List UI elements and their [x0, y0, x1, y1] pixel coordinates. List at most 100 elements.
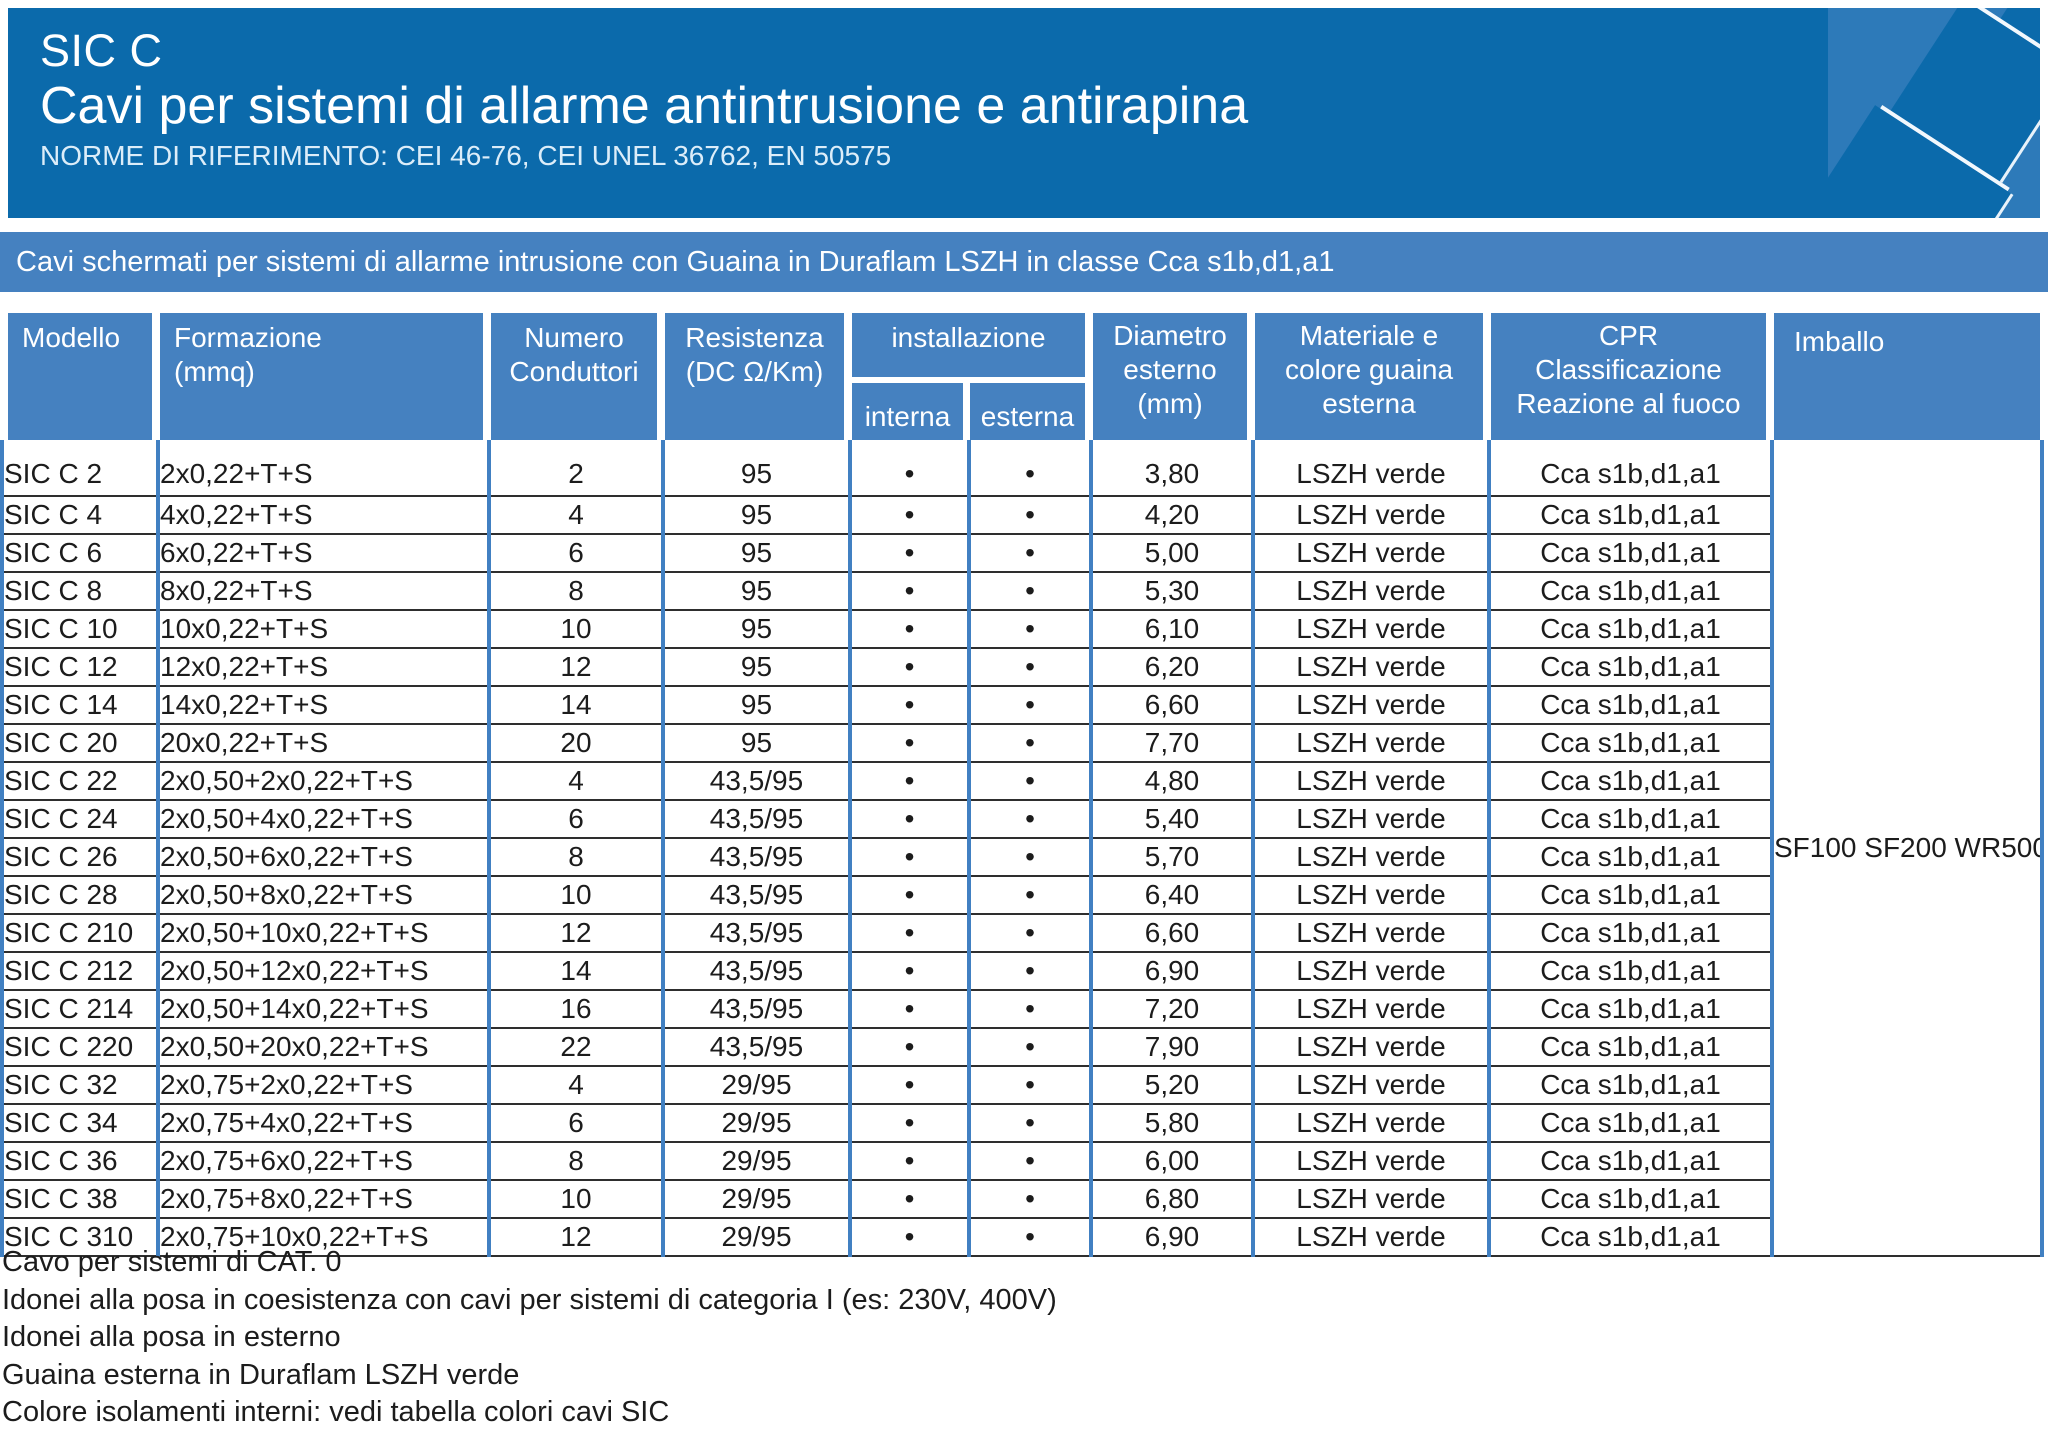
cell-resistance: 95 — [661, 724, 850, 763]
cell-resistance: 43,5/95 — [661, 1028, 850, 1067]
cell-model: SIC C 10 — [0, 610, 158, 649]
cell-cpr: Cca s1b,d1,a1 — [1487, 496, 1772, 535]
footnotes: Cavo per sistemi di CAT. 0 Idonei alla p… — [2, 1244, 2042, 1432]
table-row: SIC C 22 2x0,50+2x0,22+T+S 4 43,5/95 • • 4,80 L… — [0, 762, 2042, 801]
cell-cpr: Cca s1b,d1,a1 — [1487, 1066, 1772, 1105]
hero-banner: SIC C Cavi per sistemi di allarme antint… — [8, 8, 2040, 218]
cell-diameter: 6,40 — [1089, 876, 1253, 915]
table-row: SIC C 214 2x0,50+14x0,22+T+S 16 43,5/95 • • 7,… — [0, 990, 2042, 1029]
cell-sheath: LSZH verde — [1251, 838, 1489, 877]
cell-sheath: LSZH verde — [1251, 534, 1489, 573]
table-row: SIC C 210 2x0,50+10x0,22+T+S 12 43,5/95 • • 6,… — [0, 914, 2042, 953]
cell-model: SIC C 310 — [0, 1218, 158, 1257]
bullet-interna: • — [848, 990, 969, 1029]
cell-diameter: 6,20 — [1089, 648, 1253, 687]
cell-conductors: 8 — [487, 1142, 663, 1181]
cell-resistance: 29/95 — [661, 1180, 850, 1219]
cell-sheath: LSZH verde — [1251, 952, 1489, 991]
cell-formation: 2x0,75+6x0,22+T+S — [156, 1142, 489, 1181]
cell-diameter: 5,80 — [1089, 1104, 1253, 1143]
cell-sheath: LSZH verde — [1251, 1104, 1489, 1143]
cell-conductors: 6 — [487, 800, 663, 839]
cell-cpr: Cca s1b,d1,a1 — [1487, 440, 1772, 497]
cell-sheath: LSZH verde — [1251, 1028, 1489, 1067]
cell-diameter: 6,10 — [1089, 610, 1253, 649]
col-header-materiale: Materiale e colore guaina esterna — [1255, 313, 1483, 440]
cell-sheath: LSZH verde — [1251, 1180, 1489, 1219]
cell-formation: 20x0,22+T+S — [156, 724, 489, 763]
cell-conductors: 14 — [487, 686, 663, 725]
bullet-esterna: • — [967, 762, 1091, 801]
cell-diameter: 5,20 — [1089, 1066, 1253, 1105]
cell-diameter: 5,00 — [1089, 534, 1253, 573]
cell-packaging-merged: SF100 SF200 WR500 — [1770, 440, 2044, 1257]
bullet-esterna: • — [967, 572, 1091, 611]
cell-model: SIC C 34 — [0, 1104, 158, 1143]
cell-sheath: LSZH verde — [1251, 724, 1489, 763]
bullet-interna: • — [848, 724, 969, 763]
note-outdoor: Idonei alla posa in esterno — [2, 1321, 341, 1353]
cell-cpr: Cca s1b,d1,a1 — [1487, 800, 1772, 839]
cell-resistance: 43,5/95 — [661, 762, 850, 801]
bullet-esterna: • — [967, 496, 1091, 535]
cell-cpr: Cca s1b,d1,a1 — [1487, 534, 1772, 573]
cell-model: SIC C 4 — [0, 496, 158, 535]
cell-conductors: 4 — [487, 762, 663, 801]
table-row: SIC C 212 2x0,50+12x0,22+T+S 14 43,5/95 • • 6,… — [0, 952, 2042, 991]
cell-cpr: Cca s1b,d1,a1 — [1487, 876, 1772, 915]
bullet-interna: • — [848, 800, 969, 839]
cell-conductors: 16 — [487, 990, 663, 1029]
cell-model: SIC C 12 — [0, 648, 158, 687]
cell-sheath: LSZH verde — [1251, 990, 1489, 1029]
bullet-interna: • — [848, 572, 969, 611]
bullet-interna: • — [848, 952, 969, 991]
cell-cpr: Cca s1b,d1,a1 — [1487, 686, 1772, 725]
cable-icon — [1828, 8, 2040, 218]
table-row: SIC C 28 2x0,50+8x0,22+T+S 10 43,5/95 • • 6,40… — [0, 876, 2042, 915]
cell-conductors: 14 — [487, 952, 663, 991]
bullet-interna: • — [848, 1180, 969, 1219]
bullet-esterna: • — [967, 914, 1091, 953]
cell-diameter: 5,70 — [1089, 838, 1253, 877]
table-row: SIC C 26 2x0,50+6x0,22+T+S 8 43,5/95 • • 5,70 L… — [0, 838, 2042, 877]
cell-sheath: LSZH verde — [1251, 496, 1489, 535]
cell-cpr: Cca s1b,d1,a1 — [1487, 1104, 1772, 1143]
bullet-interna: • — [848, 686, 969, 725]
cell-resistance: 95 — [661, 686, 850, 725]
bullet-interna: • — [848, 838, 969, 877]
cell-model: SIC C 32 — [0, 1066, 158, 1105]
bullet-esterna: • — [967, 724, 1091, 763]
cell-resistance: 43,5/95 — [661, 876, 850, 915]
cell-resistance: 95 — [661, 496, 850, 535]
cell-conductors: 2 — [487, 440, 663, 497]
cell-diameter: 6,60 — [1089, 914, 1253, 953]
bullet-esterna: • — [967, 952, 1091, 991]
cell-cpr: Cca s1b,d1,a1 — [1487, 1028, 1772, 1067]
cell-cpr: Cca s1b,d1,a1 — [1487, 762, 1772, 801]
bullet-esterna: • — [967, 1180, 1091, 1219]
cell-model: SIC C 210 — [0, 914, 158, 953]
table-row: SIC C 14 14x0,22+T+S 14 95 • • 6,60 LSZH verde C… — [0, 686, 2042, 725]
cell-conductors: 22 — [487, 1028, 663, 1067]
table-header: Modello Formazione (mmq) Numero Condutto… — [0, 313, 2048, 440]
cell-model: SIC C 38 — [0, 1180, 158, 1219]
cell-cpr: Cca s1b,d1,a1 — [1487, 838, 1772, 877]
cell-resistance: 43,5/95 — [661, 952, 850, 991]
table-row: SIC C 220 2x0,50+20x0,22+T+S 22 43,5/95 • • 7,… — [0, 1028, 2042, 1067]
cell-formation: 2x0,50+20x0,22+T+S — [156, 1028, 489, 1067]
cell-resistance: 43,5/95 — [661, 914, 850, 953]
note-sheath: Guaina esterna in Duraflam LSZH verde — [2, 1358, 520, 1391]
cell-resistance: 43,5/95 — [661, 838, 850, 877]
cell-diameter: 6,80 — [1089, 1180, 1253, 1219]
cell-sheath: LSZH verde — [1251, 914, 1489, 953]
reference-norms: NORME DI RIFERIMENTO: CEI 46-76, CEI UNE… — [40, 140, 892, 171]
cell-cpr: Cca s1b,d1,a1 — [1487, 1142, 1772, 1181]
cell-resistance: 29/95 — [661, 1066, 850, 1105]
page-title: Cavi per sistemi di allarme antintrusion… — [40, 77, 1249, 135]
cell-cpr: Cca s1b,d1,a1 — [1487, 1180, 1772, 1219]
cell-model: SIC C 24 — [0, 800, 158, 839]
table-row: SIC C 2 2x0,22+T+S 2 95 • • 3,80 LSZH verde Cca … — [0, 440, 2044, 1257]
bullet-interna: • — [848, 1142, 969, 1181]
bullet-esterna: • — [967, 838, 1091, 877]
